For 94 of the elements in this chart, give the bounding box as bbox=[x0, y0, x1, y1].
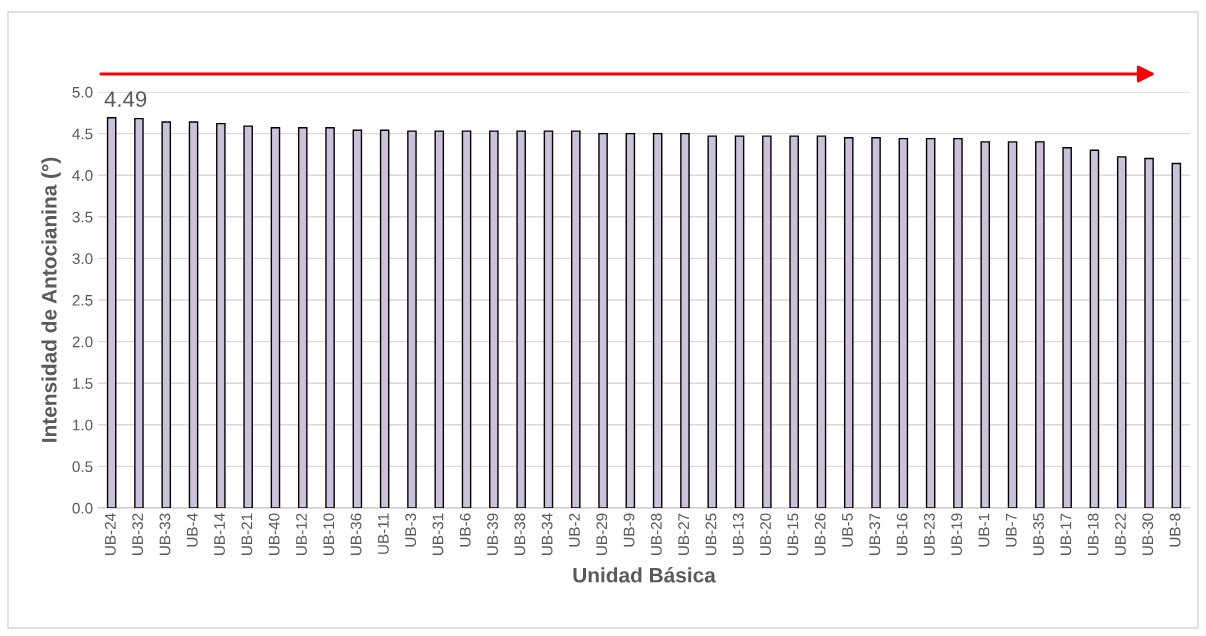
bar bbox=[216, 122, 226, 508]
x-tick-label: UB-38 bbox=[514, 513, 526, 555]
x-tick-label: UB-22 bbox=[1115, 513, 1126, 555]
x-tick-label: UB-32 bbox=[132, 513, 144, 555]
bar bbox=[734, 135, 745, 508]
x-tick-label: UB-15 bbox=[787, 513, 799, 555]
x-tick-label: UB-24 bbox=[104, 513, 116, 555]
y-tick-label: 4.0 bbox=[72, 170, 93, 181]
bar bbox=[1089, 149, 1100, 508]
y-tick-label: 3.0 bbox=[72, 253, 93, 265]
x-tick-label: UB-13 bbox=[732, 513, 744, 555]
y-tick-label: 0.5 bbox=[72, 461, 93, 473]
x-tick-label: UB-5 bbox=[842, 513, 853, 547]
bar bbox=[598, 132, 608, 508]
x-tick-label: UB-2 bbox=[569, 513, 580, 547]
bar bbox=[789, 135, 799, 508]
bar bbox=[243, 125, 253, 508]
x-tick-label: UB-40 bbox=[268, 513, 280, 555]
bar bbox=[570, 130, 581, 508]
bar bbox=[652, 132, 663, 508]
y-tick-label: 3.5 bbox=[72, 211, 93, 223]
y-tick-label: 1.5 bbox=[73, 378, 93, 389]
x-tick-label: UB-19 bbox=[951, 513, 963, 555]
bar bbox=[680, 132, 690, 508]
x-tick-label: UB-28 bbox=[650, 513, 662, 555]
y-tick-label: 0.0 bbox=[72, 502, 93, 514]
x-tick-label: UB-4 bbox=[186, 513, 198, 547]
bar bbox=[1062, 147, 1072, 508]
bar bbox=[1144, 157, 1154, 508]
bar bbox=[325, 127, 335, 508]
x-tick-label: UB-7 bbox=[1005, 513, 1017, 547]
y-tick-label: 4.5 bbox=[72, 128, 93, 140]
x-tick-label: UB-34 bbox=[541, 513, 553, 555]
bar bbox=[1171, 162, 1182, 508]
bar bbox=[762, 135, 772, 508]
x-tick-label: UB-33 bbox=[159, 513, 171, 555]
x-tick-label: UB-11 bbox=[378, 513, 389, 554]
x-tick-label: UB-21 bbox=[241, 513, 253, 555]
bar bbox=[707, 135, 718, 508]
x-axis-title: Unidad Básica bbox=[573, 567, 716, 583]
bar bbox=[543, 130, 554, 508]
x-tick-label: UB-17 bbox=[1060, 513, 1072, 555]
x-tick-label: UB-18 bbox=[1087, 513, 1099, 555]
x-tick-label: UB-31 bbox=[432, 513, 444, 555]
x-tick-label: UB-36 bbox=[350, 513, 362, 555]
bar bbox=[516, 130, 526, 508]
bar bbox=[953, 137, 963, 508]
bar bbox=[816, 135, 827, 508]
x-tick-label: UB-14 bbox=[214, 513, 225, 555]
bar bbox=[379, 129, 390, 508]
bar bbox=[489, 130, 499, 508]
x-tick-label: UB-25 bbox=[705, 513, 717, 555]
annotation: 4.49 bbox=[104, 91, 147, 107]
bar bbox=[270, 127, 281, 508]
bar bbox=[297, 127, 308, 508]
bar bbox=[434, 130, 445, 508]
x-tick-label: UB-39 bbox=[487, 513, 498, 555]
y-tick-label: 2.0 bbox=[72, 336, 93, 348]
y-tick-label: 2.5 bbox=[72, 294, 93, 306]
x-tick-label: UB-16 bbox=[896, 513, 908, 555]
bar bbox=[871, 137, 881, 508]
x-tick-label: UB-20 bbox=[760, 513, 771, 555]
x-tick-label: UB-26 bbox=[814, 513, 826, 555]
bar bbox=[352, 129, 363, 508]
x-tick-label: UB-1 bbox=[978, 513, 990, 547]
bar bbox=[980, 141, 991, 508]
bar bbox=[925, 137, 936, 508]
bar bbox=[1116, 156, 1127, 508]
x-tick-label: UB-8 bbox=[1169, 513, 1181, 547]
x-tick-label: UB-23 bbox=[923, 513, 935, 555]
bar bbox=[1007, 141, 1018, 508]
bar bbox=[625, 132, 636, 508]
x-tick-label: UB-9 bbox=[623, 513, 635, 547]
x-tick-label: UB-29 bbox=[596, 513, 608, 555]
y-axis-title: Intensidad de Antocianina (°) bbox=[41, 157, 61, 442]
bar bbox=[161, 121, 172, 508]
x-tick-label: UB-35 bbox=[1033, 513, 1044, 555]
x-tick-label: UB-37 bbox=[869, 513, 881, 555]
bar bbox=[461, 130, 472, 508]
bar bbox=[188, 121, 199, 508]
y-tick-label: 1.0 bbox=[73, 419, 93, 431]
bar bbox=[106, 117, 117, 508]
x-tick-label: UB-12 bbox=[296, 513, 307, 555]
bar bbox=[843, 137, 854, 508]
x-tick-label: UB-27 bbox=[678, 513, 690, 555]
bar bbox=[1035, 141, 1045, 508]
y-tick-label: 5.0 bbox=[72, 86, 93, 98]
bar bbox=[407, 130, 417, 508]
x-tick-label: UB-6 bbox=[459, 513, 471, 547]
bar bbox=[134, 117, 144, 508]
x-tick-label: UB-3 bbox=[405, 513, 417, 547]
bar bbox=[898, 137, 909, 508]
x-tick-label: UB-30 bbox=[1142, 513, 1154, 555]
x-tick-label: UB-10 bbox=[323, 513, 335, 555]
